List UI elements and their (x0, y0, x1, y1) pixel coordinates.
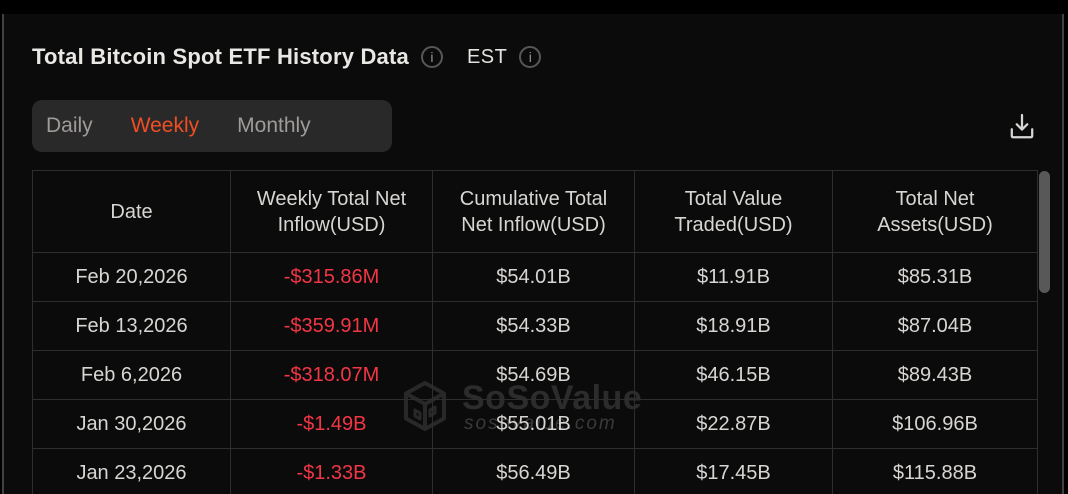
table-cell-weekly_net_inflow: -$359.91M (230, 301, 433, 351)
column-header: Total Value Traded(USD) (634, 170, 833, 253)
timezone-label: EST (466, 45, 508, 68)
column-header: Total Net Assets(USD) (832, 170, 1038, 253)
table-row: Jan 23,2026 -$1.33B $56.49B $17.45B $115.88B (32, 448, 1038, 494)
table-cell-cumulative_net_inflow: $55.01B (432, 399, 635, 449)
timezone-info-icon[interactable]: i (519, 46, 542, 68)
table-cell-net_assets: $115.88B (832, 448, 1038, 494)
table-row: Feb 6,2026 -$318.07M $54.69B $46.15B $89.43B (32, 350, 1038, 400)
table-cell-date: Feb 6,2026 (32, 350, 231, 400)
table-row: Feb 20,2026 -$315.86M $54.01B $11.91B $85.31… (32, 252, 1038, 302)
table-cell-cumulative_net_inflow: $54.01B (432, 252, 635, 302)
table-cell-net_assets: $89.43B (832, 350, 1038, 400)
tab-daily[interactable]: Daily (46, 114, 93, 137)
tab-monthly[interactable]: Monthly (237, 114, 311, 137)
table-cell-date: Feb 13,2026 (32, 301, 231, 351)
table-cell-value_traded: $46.15B (634, 350, 833, 400)
period-tabs: Daily Weekly Monthly (32, 100, 392, 152)
table-cell-value_traded: $17.45B (634, 448, 833, 494)
table-cell-weekly_net_inflow: -$315.86M (230, 252, 433, 302)
etf-history-card: Total Bitcoin Spot ETF History Data i ES… (2, 14, 1064, 494)
download-icon (1004, 113, 1040, 149)
table-cell-cumulative_net_inflow: $56.49B (432, 448, 635, 494)
table-body: Feb 20,2026 -$315.86M $54.01B $11.91B $85.31… (32, 252, 1038, 494)
table-cell-date: Jan 23,2026 (32, 448, 231, 494)
table-cell-value_traded: $11.91B (634, 252, 833, 302)
table-cell-cumulative_net_inflow: $54.69B (432, 350, 635, 400)
table-cell-net_assets: $85.31B (832, 252, 1038, 302)
table-row: Feb 13,2026 -$359.91M $54.33B $18.91B $87.04… (32, 301, 1038, 351)
column-header: Cumulative Total Net Inflow(USD) (432, 170, 635, 253)
page-title: Total Bitcoin Spot ETF History Data (32, 44, 409, 69)
table-cell-value_traded: $18.91B (634, 301, 833, 351)
column-header: Weekly Total Net Inflow(USD) (230, 170, 433, 253)
column-header: Date (32, 170, 231, 253)
table-cell-date: Feb 20,2026 (32, 252, 231, 302)
table-cell-cumulative_net_inflow: $54.33B (432, 301, 635, 351)
info-icon[interactable]: i (420, 46, 443, 68)
tab-weekly[interactable]: Weekly (130, 114, 200, 137)
table-row: Jan 30,2026 -$1.49B $55.01B $22.87B $106.96B (32, 399, 1038, 449)
table-cell-weekly_net_inflow: -$1.33B (230, 448, 433, 494)
table-header-row: Date Weekly Total Net Inflow(USD) Cumulati… (32, 170, 1038, 253)
table-scrollbar[interactable] (1039, 171, 1050, 293)
etf-history-table: Date Weekly Total Net Inflow(USD) Cumulati… (32, 170, 1038, 494)
table-cell-weekly_net_inflow: -$318.07M (230, 350, 433, 400)
table-cell-net_assets: $106.96B (832, 399, 1038, 449)
table-cell-value_traded: $22.87B (634, 399, 833, 449)
table-cell-date: Jan 30,2026 (32, 399, 231, 449)
table-cell-net_assets: $87.04B (832, 301, 1038, 351)
title-bar: Total Bitcoin Spot ETF History Data i ES… (32, 41, 542, 73)
download-button[interactable] (1004, 108, 1040, 146)
table-cell-weekly_net_inflow: -$1.49B (230, 399, 433, 449)
